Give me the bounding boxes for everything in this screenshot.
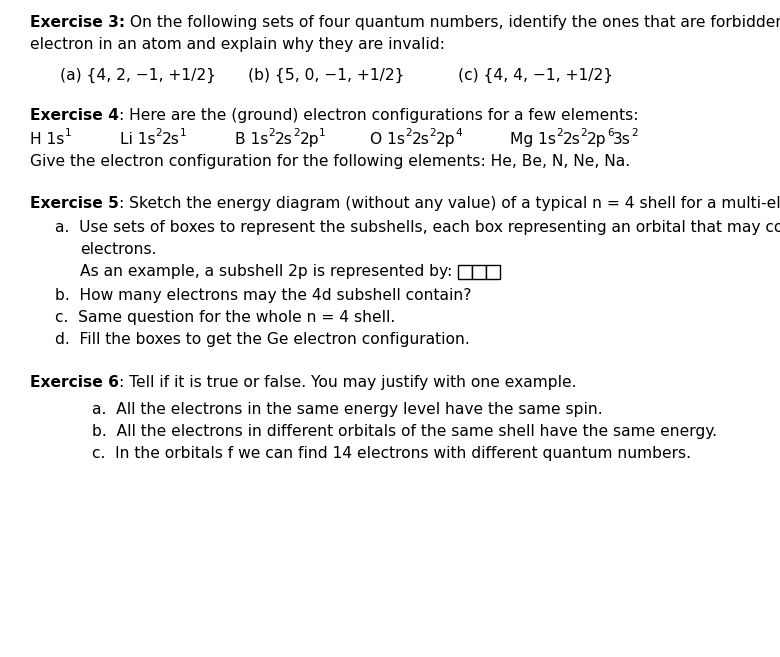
Text: 1: 1	[180, 128, 186, 138]
Text: 2s: 2s	[412, 132, 430, 147]
Bar	[472, 265, 486, 279]
Text: electron in an atom and explain why they are invalid:: electron in an atom and explain why they…	[30, 37, 445, 52]
Text: On the following sets of four quantum numbers, identify the ones that are forbid: On the following sets of four quantum nu…	[125, 15, 780, 30]
Text: 2: 2	[292, 128, 300, 138]
Text: 3s: 3s	[613, 132, 631, 147]
Text: Li 1s: Li 1s	[120, 132, 156, 147]
Bar	[459, 265, 472, 279]
Text: 2s: 2s	[275, 132, 292, 147]
Text: 2p: 2p	[436, 132, 456, 147]
Text: electrons.: electrons.	[80, 242, 157, 257]
Text: 1: 1	[65, 128, 71, 138]
Text: O 1s: O 1s	[370, 132, 405, 147]
Text: Exercise 3:: Exercise 3:	[30, 15, 125, 30]
Text: 6: 6	[607, 128, 613, 138]
Text: 2: 2	[268, 128, 275, 138]
Text: 2p: 2p	[300, 132, 319, 147]
Text: 2: 2	[580, 128, 587, 138]
Text: 2: 2	[405, 128, 412, 138]
Text: (b) {5, 0, −1, +1/2}: (b) {5, 0, −1, +1/2}	[248, 68, 405, 83]
Text: B 1s: B 1s	[235, 132, 268, 147]
Bar	[486, 265, 500, 279]
Text: : Sketch the energy diagram (without any value) of a typical n = 4 shell for a m: : Sketch the energy diagram (without any…	[119, 196, 780, 211]
Text: Mg 1s: Mg 1s	[510, 132, 556, 147]
Text: d.  Fill the boxes to get the Ge electron configuration.: d. Fill the boxes to get the Ge electron…	[55, 332, 470, 347]
Text: b.  How many electrons may the 4d subshell contain?: b. How many electrons may the 4d subshel…	[55, 288, 471, 303]
Text: (a) {4, 2, −1, +1/2}: (a) {4, 2, −1, +1/2}	[60, 68, 216, 83]
Text: (c) {4, 4, −1, +1/2}: (c) {4, 4, −1, +1/2}	[458, 68, 613, 83]
Text: 2: 2	[631, 128, 638, 138]
Text: 1: 1	[319, 128, 326, 138]
Text: 2s: 2s	[562, 132, 580, 147]
Text: 2p: 2p	[587, 132, 607, 147]
Text: 2: 2	[556, 128, 562, 138]
Text: : Here are the (ground) electron configurations for a few elements:: : Here are the (ground) electron configu…	[119, 108, 639, 123]
Text: As an example, a subshell 2p is represented by:: As an example, a subshell 2p is represen…	[80, 264, 452, 279]
Text: a.  Use sets of boxes to represent the subshells, each box representing an orbit: a. Use sets of boxes to represent the su…	[55, 220, 780, 235]
Text: c.  In the orbitals f we can find 14 electrons with different quantum numbers.: c. In the orbitals f we can find 14 elec…	[92, 446, 691, 461]
Text: b.  All the electrons in different orbitals of the same shell have the same ener: b. All the electrons in different orbita…	[92, 424, 717, 439]
Text: : Tell if it is true or false. You may justify with one example.: : Tell if it is true or false. You may j…	[119, 375, 576, 390]
Text: a.  All the electrons in the same energy level have the same spin.: a. All the electrons in the same energy …	[92, 402, 603, 417]
Text: 2: 2	[156, 128, 162, 138]
Text: Exercise 4: Exercise 4	[30, 108, 119, 123]
Text: c.  Same question for the whole n = 4 shell.: c. Same question for the whole n = 4 she…	[55, 310, 395, 325]
Text: Exercise 6: Exercise 6	[30, 375, 119, 390]
Text: 4: 4	[456, 128, 463, 138]
Text: 2s: 2s	[162, 132, 180, 147]
Text: H 1s: H 1s	[30, 132, 65, 147]
Text: 2: 2	[430, 128, 436, 138]
Text: Exercise 5: Exercise 5	[30, 196, 119, 211]
Text: Give the electron configuration for the following elements: He, Be, N, Ne, Na.: Give the electron configuration for the …	[30, 154, 630, 169]
